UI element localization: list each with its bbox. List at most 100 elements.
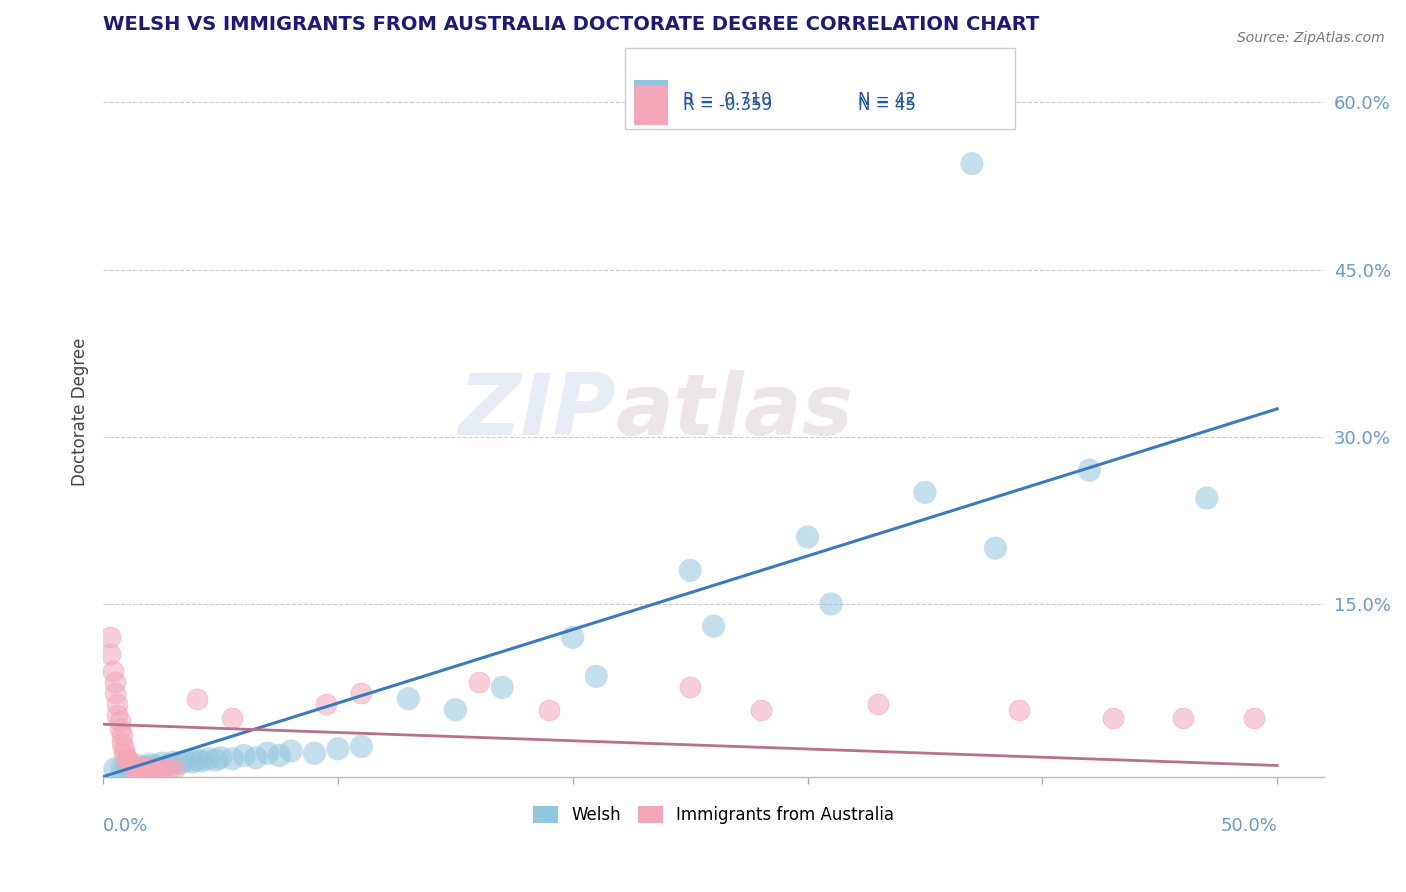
Point: [749, 703, 772, 717]
Point: [105, 697, 128, 711]
Point: [98, 630, 121, 644]
Point: [205, 753, 228, 767]
Text: N = 45: N = 45: [858, 95, 915, 113]
Point: [120, 757, 142, 772]
Point: [866, 697, 889, 711]
Point: [129, 761, 152, 775]
Point: [233, 748, 256, 763]
Point: [125, 759, 148, 773]
Point: [1173, 710, 1195, 724]
Point: [304, 746, 326, 760]
Point: [108, 714, 131, 728]
Point: [105, 708, 128, 723]
Point: [1243, 710, 1265, 724]
FancyBboxPatch shape: [634, 79, 668, 120]
Point: [209, 750, 232, 764]
Point: [111, 736, 134, 750]
Point: [157, 757, 180, 772]
Point: [174, 754, 197, 768]
Text: WELSH VS IMMIGRANTS FROM AUSTRALIA DOCTORATE DEGREE CORRELATION CHART: WELSH VS IMMIGRANTS FROM AUSTRALIA DOCTO…: [103, 15, 1039, 34]
Point: [153, 762, 176, 776]
Point: [186, 753, 208, 767]
Point: [914, 485, 936, 500]
Point: [111, 761, 134, 775]
Point: [703, 619, 725, 633]
Point: [491, 681, 513, 695]
Point: [350, 686, 373, 700]
Point: [269, 748, 291, 763]
Point: [150, 756, 173, 771]
Point: [148, 762, 170, 776]
Point: [136, 761, 159, 775]
Point: [108, 722, 131, 736]
Point: [444, 703, 467, 717]
Point: [115, 750, 138, 764]
Point: [111, 728, 134, 742]
Point: [115, 753, 138, 767]
Point: [101, 664, 124, 678]
Text: 50.0%: 50.0%: [1220, 817, 1277, 835]
Point: [326, 741, 349, 756]
Point: [134, 761, 156, 775]
Point: [561, 630, 583, 644]
Point: [679, 681, 702, 695]
Point: [315, 697, 337, 711]
Legend: Welsh, Immigrants from Australia: Welsh, Immigrants from Australia: [526, 799, 901, 830]
Text: atlas: atlas: [616, 370, 853, 453]
Point: [139, 761, 162, 775]
Text: R =  0.710: R = 0.710: [683, 91, 772, 109]
Point: [127, 758, 149, 772]
Point: [186, 691, 208, 706]
Point: [221, 710, 243, 724]
Text: 0.0%: 0.0%: [103, 817, 149, 835]
Point: [118, 755, 141, 769]
Text: ZIP: ZIP: [458, 370, 616, 453]
Point: [112, 747, 135, 762]
Point: [162, 755, 184, 769]
Point: [1101, 710, 1123, 724]
Point: [120, 758, 142, 772]
Point: [132, 761, 155, 775]
Point: [104, 686, 127, 700]
Point: [127, 761, 149, 775]
Point: [960, 157, 983, 171]
Point: [350, 739, 373, 754]
Point: [256, 746, 278, 760]
Point: [198, 752, 221, 766]
Point: [134, 759, 156, 773]
Point: [104, 762, 127, 776]
Point: [820, 597, 842, 611]
Point: [143, 758, 166, 772]
FancyBboxPatch shape: [634, 85, 668, 125]
Point: [157, 762, 180, 776]
Point: [984, 541, 1007, 556]
Point: [468, 674, 491, 689]
Point: [1195, 491, 1218, 505]
Point: [162, 762, 184, 776]
Text: R = -0.359: R = -0.359: [683, 95, 772, 113]
Point: [190, 754, 212, 768]
Point: [98, 647, 121, 661]
Point: [280, 744, 302, 758]
Point: [169, 756, 191, 771]
Point: [139, 757, 162, 772]
Point: [245, 750, 267, 764]
Point: [585, 669, 607, 683]
Point: [538, 703, 561, 717]
Y-axis label: Doctorate Degree: Doctorate Degree: [72, 337, 89, 486]
Text: N = 42: N = 42: [858, 91, 915, 109]
Point: [181, 755, 204, 769]
Point: [1078, 463, 1101, 477]
Point: [143, 762, 166, 776]
Point: [1008, 703, 1031, 717]
Point: [120, 761, 142, 775]
Point: [796, 530, 818, 544]
Point: [122, 759, 145, 773]
FancyBboxPatch shape: [624, 48, 1015, 129]
Point: [104, 674, 127, 689]
Point: [396, 691, 419, 706]
Point: [679, 564, 702, 578]
Point: [112, 741, 135, 756]
Point: [141, 762, 163, 776]
Text: Source: ZipAtlas.com: Source: ZipAtlas.com: [1237, 31, 1385, 45]
